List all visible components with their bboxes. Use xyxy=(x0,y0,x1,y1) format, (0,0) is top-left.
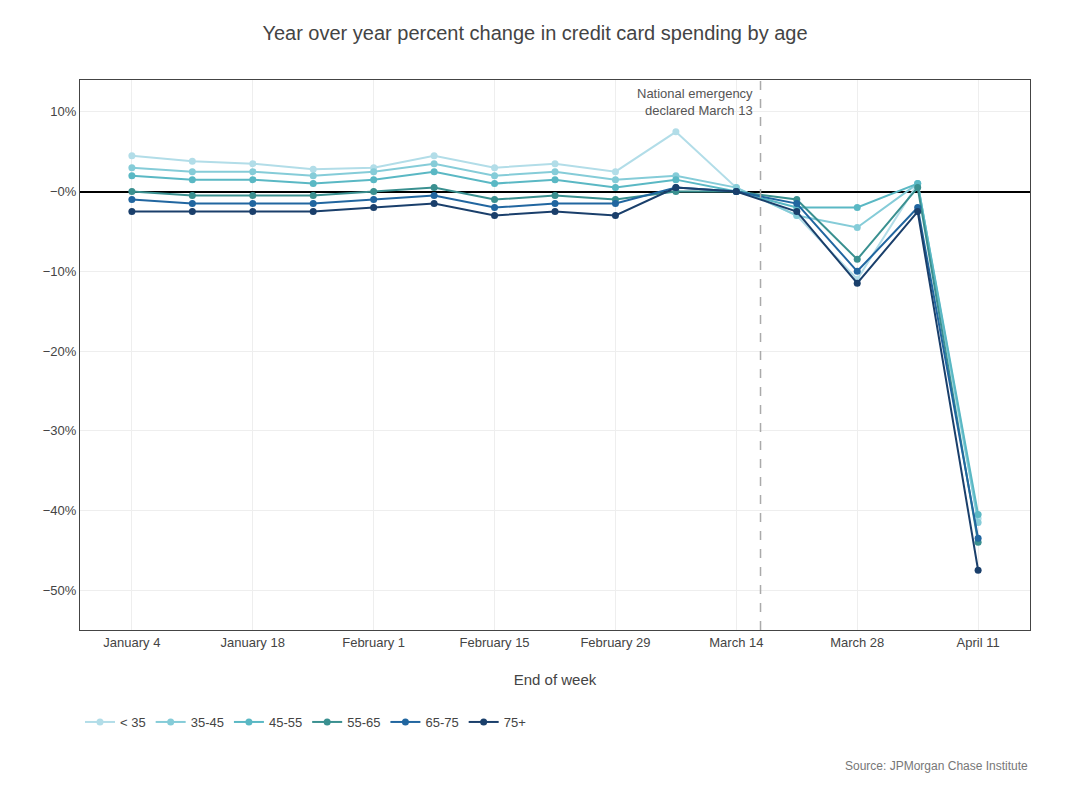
svg-text:−50%: −50% xyxy=(43,583,77,598)
svg-text:−0%: −0% xyxy=(50,184,77,199)
svg-text:Year over year percent change: Year over year percent change in credit … xyxy=(262,22,807,44)
svg-text:March 14: March 14 xyxy=(709,635,763,650)
svg-text:January 18: January 18 xyxy=(221,635,285,650)
svg-text:February 29: February 29 xyxy=(580,635,650,650)
svg-text:75+: 75+ xyxy=(504,715,526,730)
svg-text:National emergencydeclared Mar: National emergencydeclared March 13 xyxy=(637,86,753,118)
svg-text:March 28: March 28 xyxy=(830,635,884,650)
svg-text:45-55: 45-55 xyxy=(269,715,302,730)
svg-text:Source: JPMorgan Chase Institu: Source: JPMorgan Chase Institute xyxy=(845,759,1028,773)
svg-text:April 11: April 11 xyxy=(957,635,1000,650)
svg-text:35-45: 35-45 xyxy=(191,715,224,730)
svg-text:65-75: 65-75 xyxy=(425,715,458,730)
svg-text:−20%: −20% xyxy=(43,344,77,359)
svg-text:55-65: 55-65 xyxy=(347,715,380,730)
svg-text:January 4: January 4 xyxy=(103,635,160,650)
svg-text:End of week: End of week xyxy=(514,671,597,688)
svg-text:February 15: February 15 xyxy=(460,635,530,650)
svg-text:February 1: February 1 xyxy=(342,635,405,650)
svg-text:−10%: −10% xyxy=(43,264,77,279)
svg-text:−30%: −30% xyxy=(43,423,77,438)
svg-text:−40%: −40% xyxy=(43,503,77,518)
svg-text:10%: 10% xyxy=(50,104,76,119)
svg-text:< 35: < 35 xyxy=(120,715,146,730)
